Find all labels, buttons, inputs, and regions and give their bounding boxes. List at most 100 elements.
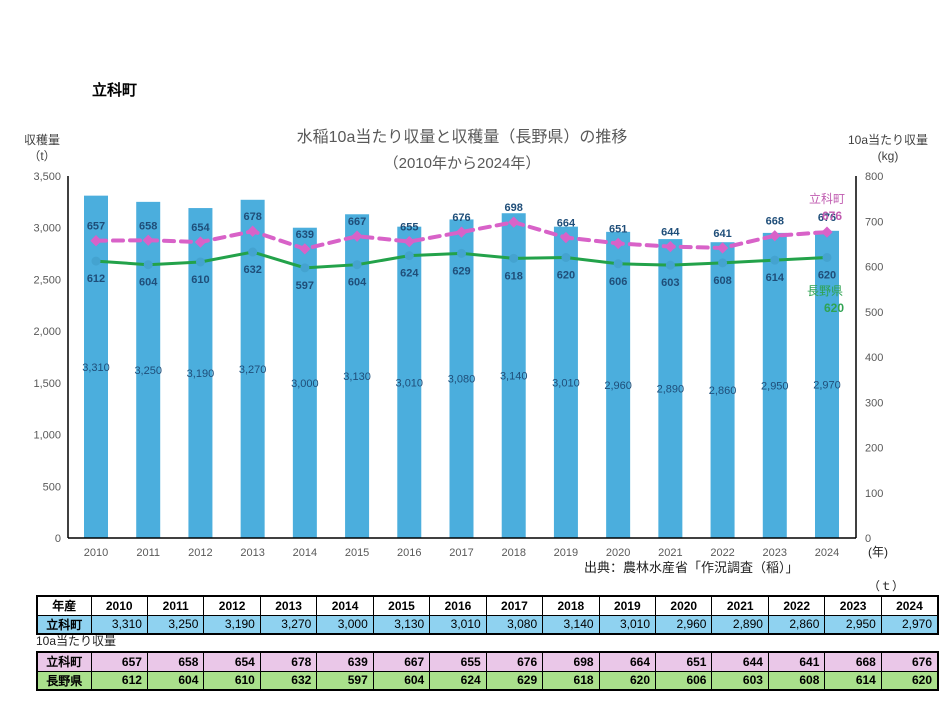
left-axis-title-line1: 収穫量 <box>24 133 61 147</box>
x-axis-year-label: 2014 <box>293 547 317 559</box>
harvest-table-year-header: 2018 <box>542 595 600 616</box>
nagano-yield-value-label: 604 <box>348 277 367 289</box>
x-axis-year-label: 2023 <box>763 547 787 559</box>
yield-value-cell: 654 <box>203 651 261 672</box>
right-axis-tick-label: 700 <box>865 216 883 228</box>
right-axis-tick-label: 200 <box>865 443 883 455</box>
tateshina-yield-value-label: 668 <box>766 216 784 228</box>
bar-value-label: 3,190 <box>187 368 215 380</box>
tateshina-yield-marker <box>351 230 363 242</box>
harvest-value-cell: 3,000 <box>316 614 374 635</box>
tateshina-yield-value-label: 678 <box>243 211 261 223</box>
nagano-yield-value-label: 632 <box>243 264 261 276</box>
x-axis-year-label: 2018 <box>501 547 525 559</box>
x-axis-year-label: 2024 <box>815 547 839 559</box>
tateshina-yield-value-label: 676 <box>818 212 836 224</box>
harvest-bar-2020 <box>606 231 631 538</box>
left-axis-tick-label: 1,500 <box>33 378 61 390</box>
harvest-value-cell: 3,010 <box>598 614 657 635</box>
nagano-yield-marker <box>300 263 310 273</box>
bar-value-label: 3,010 <box>396 377 424 389</box>
nagano-yield-value-label: 604 <box>139 277 158 289</box>
harvest-table-year-header: 2016 <box>429 595 487 616</box>
harvest-row-label: 立科町 <box>36 614 92 635</box>
left-axis-tick-label: 1,000 <box>33 430 61 442</box>
right-axis-tick-label: 500 <box>865 307 883 319</box>
yield-value-cell: 651 <box>655 651 713 672</box>
tateshina-yield-value-label: 676 <box>452 212 470 224</box>
tateshina-yield-marker <box>194 236 207 248</box>
harvest-table-year-header: 2015 <box>372 595 431 616</box>
left-axis-tick-label: 3,000 <box>33 223 61 235</box>
yield-value-cell: 614 <box>824 670 882 691</box>
left-axis-tick-label: 3,500 <box>33 171 61 183</box>
bar-value-label: 3,310 <box>82 362 110 374</box>
harvest-bar-2017 <box>449 219 474 538</box>
tateshina-yield-marker <box>716 242 729 254</box>
harvest-table-year-header: 2013 <box>259 595 318 616</box>
tateshina-yield-marker <box>246 225 259 237</box>
harvest-bar-2021 <box>658 239 683 538</box>
left-axis-tick-label: 2,500 <box>33 274 61 286</box>
yield-value-cell: 610 <box>203 670 261 691</box>
chart-title: 水稲10a当たり収量と収穫量（長野県）の推移 <box>296 129 628 146</box>
right-axis-tick-label: 0 <box>865 533 871 545</box>
nagano-yield-value-label: 618 <box>505 270 523 282</box>
nagano-yield-marker <box>822 252 832 262</box>
tateshina-yield-value-label: 654 <box>191 222 210 234</box>
harvest-table-year-header: 2012 <box>203 595 261 616</box>
harvest-value-cell: 2,950 <box>824 614 882 635</box>
yield-value-cell: 676 <box>485 651 544 672</box>
bar-value-label: 3,080 <box>448 374 476 386</box>
nagano-yield-marker <box>718 258 728 268</box>
source-note: 出典：農林水産省「作況調査（稲）」 <box>584 560 799 575</box>
table-unit-label: （ｔ） <box>868 579 905 593</box>
right-axis-title: 10a当たり収量 (kg) <box>840 132 936 164</box>
tateshina-yield-marker <box>612 237 624 250</box>
yield-table-row-nagano: 長野県 612 604 610 632 597 604 624 629 618 620 606 603 6… <box>36 670 939 691</box>
tateshina-yield-marker <box>403 235 415 248</box>
nagano-yield-marker <box>770 255 780 265</box>
yield-value-cell: 698 <box>542 651 600 672</box>
left-axis-title: 収穫量 （t） <box>24 132 60 164</box>
bar-value-label: 3,250 <box>134 365 162 377</box>
nagano-yield-marker <box>613 259 623 269</box>
yield-value-cell: 655 <box>429 651 487 672</box>
harvest-value-cell: 2,860 <box>767 614 826 635</box>
nagano-yield-value-label: 614 <box>766 272 785 284</box>
yield-value-cell: 658 <box>146 651 205 672</box>
nagano-series-label: 長野県 <box>807 284 843 298</box>
yield-value-cell: 620 <box>598 670 657 691</box>
bar-value-label: 2,890 <box>657 384 685 396</box>
yield-value-cell: 606 <box>655 670 713 691</box>
yield-value-cell: 644 <box>711 651 769 672</box>
harvest-table-year-header: 2010 <box>90 595 148 616</box>
yield-row-label: 立科町 <box>36 651 92 672</box>
nagano-yield-marker <box>91 256 101 266</box>
yield-value-cell: 657 <box>90 651 148 672</box>
tateshina-series-label: 立科町 <box>809 191 845 206</box>
yield-value-cell: 639 <box>316 651 374 672</box>
right-axis-tick-label: 300 <box>865 397 883 409</box>
nagano-yield-marker <box>457 248 466 258</box>
nagano-yield-marker <box>248 247 258 257</box>
harvest-value-cell: 3,310 <box>90 614 148 635</box>
harvest-value-cell: 3,080 <box>485 614 544 635</box>
harvest-table-year-header: 2011 <box>146 595 205 616</box>
harvest-bar-2010 <box>84 195 108 538</box>
nagano-yield-value-label: 624 <box>400 268 419 280</box>
yield-value-cell: 678 <box>259 651 318 672</box>
harvest-value-cell: 3,140 <box>542 614 600 635</box>
left-axis-tick-label: 2,000 <box>33 326 61 338</box>
harvest-table-year-header: 2019 <box>598 595 657 616</box>
harvest-value-cell: 3,130 <box>372 614 431 635</box>
harvest-table-year-header: 2021 <box>711 595 769 616</box>
between-tables-note: 10a当たり収量 <box>36 634 117 648</box>
nagano-yield-value-label: 606 <box>609 276 627 288</box>
tateshina-yield-value-label: 664 <box>557 218 576 230</box>
nagano-yield-marker <box>143 260 153 270</box>
harvest-value-cell: 2,960 <box>655 614 713 635</box>
nagano-yield-value-label: 612 <box>87 273 105 285</box>
tateshina-yield-marker <box>821 226 833 238</box>
